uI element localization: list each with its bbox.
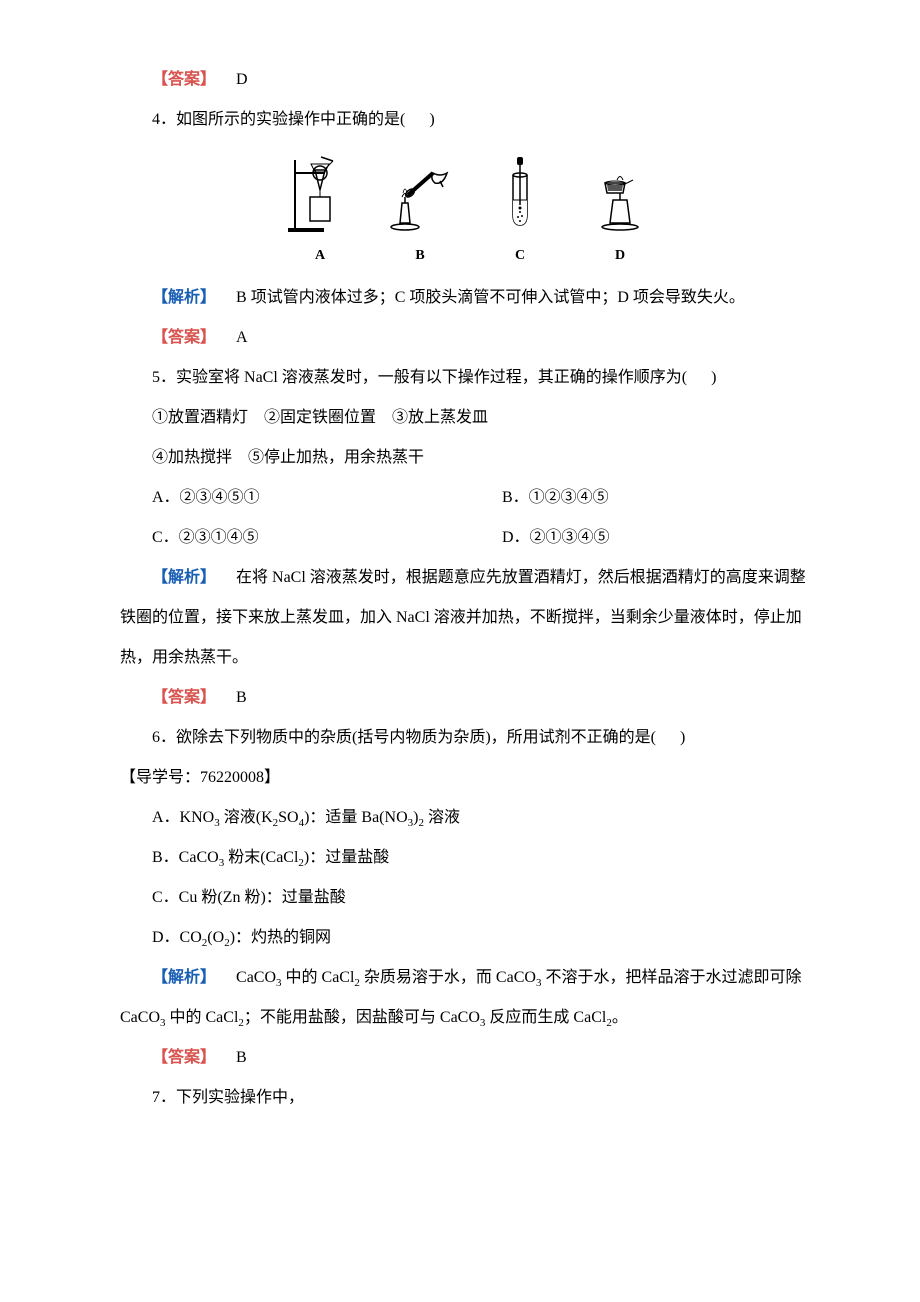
q-text: 欲除去下列物质中的杂质(括号内物质为杂质)，所用试剂不正确的是( — [176, 729, 656, 746]
figure-label-b: B — [415, 238, 424, 273]
answer-tag: 【答案】 — [152, 329, 216, 346]
q5-stem: 5．实验室将 NaCl 溶液蒸发时，一般有以下操作过程，其正确的操作顺序为( ) — [120, 358, 820, 398]
answer-tag: 【答案】 — [152, 1049, 216, 1066]
analysis-tag: 【解析】 — [152, 969, 216, 986]
q6-option-b: B．CaCO3 粉末(CaCl2)：过量盐酸 — [120, 838, 820, 878]
q5-analysis: 【解析】 在将 NaCl 溶液蒸发时，根据题意应先放置酒精灯，然后根据酒精灯的高… — [120, 558, 820, 678]
figure-label-c: C — [515, 238, 525, 273]
apparatus-b-icon — [385, 155, 455, 235]
q6-option-c: C．Cu 粉(Zn 粉)：过量盐酸 — [120, 878, 820, 918]
analysis-tag: 【解析】 — [152, 289, 216, 306]
q5-answer: 【答案】 B — [120, 678, 820, 718]
apparatus-d-icon — [585, 155, 655, 235]
option-a: A．②③④⑤① — [120, 478, 470, 518]
answer-letter: A — [236, 329, 248, 346]
analysis-tag: 【解析】 — [152, 569, 216, 586]
answer-tag: 【答案】 — [152, 689, 216, 706]
q5-options-row2: C．②③①④⑤ D．②①③④⑤ — [120, 518, 820, 558]
q4-analysis: 【解析】 B 项试管内液体过多；C 项胶头滴管不可伸入试管中；D 项会导致失火。 — [120, 278, 820, 318]
q-text: 实验室将 NaCl 溶液蒸发时，一般有以下操作过程，其正确的操作顺序为( — [176, 369, 687, 386]
q6-option-a: A．KNO3 溶液(K2SO4)：适量 Ba(NO3)2 溶液 — [120, 798, 820, 838]
q5-items-2: ④加热搅拌 ⑤停止加热，用余热蒸干 — [120, 438, 820, 478]
q6-guide: 【导学号：76220008】 — [120, 758, 820, 798]
q6-answer: 【答案】 B — [120, 1038, 820, 1078]
q4-answer: 【答案】 A — [120, 318, 820, 358]
q5-items-1: ①放置酒精灯 ②固定铁圈位置 ③放上蒸发皿 — [120, 398, 820, 438]
q-text: 下列实验操作中， — [176, 1089, 304, 1106]
figure-d: D — [585, 155, 655, 273]
q5-options-row1: A．②③④⑤① B．①②③④⑤ — [120, 478, 820, 518]
answer-letter: D — [236, 71, 248, 88]
figure-a: A — [285, 155, 355, 273]
blank — [687, 358, 711, 398]
analysis-text: 在将 NaCl 溶液蒸发时，根据题意应先放置酒精灯，然后根据酒精灯的高度来调整铁… — [120, 569, 806, 666]
blank — [405, 100, 429, 140]
option-b: B．①②③④⑤ — [470, 478, 820, 518]
close-paren: ) — [711, 369, 716, 386]
close-paren: ) — [429, 111, 434, 128]
blank — [656, 718, 680, 758]
apparatus-a-icon — [285, 155, 355, 235]
figure-b: B — [385, 155, 455, 273]
q6-option-d: D．CO2(O2)：灼热的铜网 — [120, 918, 820, 958]
apparatus-c-icon — [485, 155, 555, 235]
q-number: 4． — [152, 111, 176, 128]
answer-letter: B — [236, 1049, 247, 1066]
q-number: 7． — [152, 1089, 176, 1106]
q-text: 如图所示的实验操作中正确的是( — [176, 111, 405, 128]
q4-figures: A B — [120, 155, 820, 273]
figure-label-a: A — [315, 238, 325, 273]
q7-stem: 7．下列实验操作中， — [120, 1078, 820, 1118]
q6-stem: 6．欲除去下列物质中的杂质(括号内物质为杂质)，所用试剂不正确的是( ) — [120, 718, 820, 758]
q-number: 6． — [152, 729, 176, 746]
answer-tag: 【答案】 — [152, 71, 216, 88]
q6-analysis: 【解析】 CaCO3 中的 CaCl2 杂质易溶于水，而 CaCO3 不溶于水，… — [120, 958, 820, 1038]
analysis-text: B 项试管内液体过多；C 项胶头滴管不可伸入试管中；D 项会导致失火。 — [236, 289, 745, 306]
option-c: C．②③①④⑤ — [120, 518, 470, 558]
answer-letter: B — [236, 689, 247, 706]
q4-stem: 4．如图所示的实验操作中正确的是( ) — [120, 100, 820, 140]
figure-c: C — [485, 155, 555, 273]
q-number: 5． — [152, 369, 176, 386]
close-paren: ) — [680, 729, 685, 746]
analysis-text: CaCO3 中的 CaCl2 杂质易溶于水，而 CaCO3 不溶于水，把样品溶于… — [120, 969, 801, 1026]
figure-label-d: D — [615, 238, 625, 273]
option-d: D．②①③④⑤ — [470, 518, 820, 558]
q3-answer: 【答案】 D — [120, 60, 820, 100]
